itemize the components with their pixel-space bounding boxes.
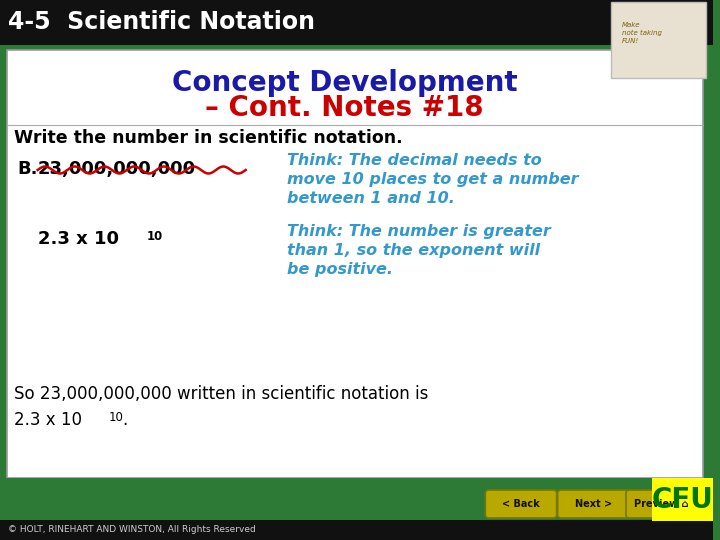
Text: 10: 10 <box>109 411 124 424</box>
Text: 4-5  Scientific Notation: 4-5 Scientific Notation <box>8 10 315 34</box>
Text: than 1, so the exponent will: than 1, so the exponent will <box>287 243 541 258</box>
FancyBboxPatch shape <box>611 2 706 78</box>
Text: be positive.: be positive. <box>287 262 393 277</box>
FancyBboxPatch shape <box>0 520 713 540</box>
Text: move 10 places to get a number: move 10 places to get a number <box>287 172 579 187</box>
Text: between 1 and 10.: between 1 and 10. <box>287 191 455 206</box>
Text: B.: B. <box>18 160 38 178</box>
Text: Concept Development: Concept Development <box>172 69 518 97</box>
Text: © HOLT, RINEHART AND WINSTON, All Rights Reserved: © HOLT, RINEHART AND WINSTON, All Rights… <box>8 525 256 535</box>
Text: – Cont. Notes #18: – Cont. Notes #18 <box>205 94 484 122</box>
Text: Next >: Next > <box>575 499 612 509</box>
FancyBboxPatch shape <box>7 50 703 478</box>
Text: < Back: < Back <box>502 499 540 509</box>
FancyBboxPatch shape <box>652 478 713 521</box>
Text: Think: The number is greater: Think: The number is greater <box>287 224 551 239</box>
Text: Write the number in scientific notation.: Write the number in scientific notation. <box>14 129 402 147</box>
FancyBboxPatch shape <box>0 0 713 45</box>
Text: 10: 10 <box>147 230 163 243</box>
FancyBboxPatch shape <box>558 490 629 518</box>
Text: Preview ⌂: Preview ⌂ <box>634 499 689 509</box>
FancyBboxPatch shape <box>0 478 713 540</box>
Text: Think: The decimal needs to: Think: The decimal needs to <box>287 153 542 168</box>
Text: .: . <box>122 411 127 429</box>
Text: 2.3 x 10: 2.3 x 10 <box>14 411 82 429</box>
FancyBboxPatch shape <box>485 490 557 518</box>
Text: 2.3 x 10: 2.3 x 10 <box>37 230 119 248</box>
Text: CFU: CFU <box>652 486 714 514</box>
FancyBboxPatch shape <box>626 490 697 518</box>
Text: 23,000,000,000: 23,000,000,000 <box>37 160 196 178</box>
Text: Make
note taking
FUN!: Make note taking FUN! <box>622 22 662 44</box>
Text: So 23,000,000,000 written in scientific notation is: So 23,000,000,000 written in scientific … <box>14 385 428 403</box>
